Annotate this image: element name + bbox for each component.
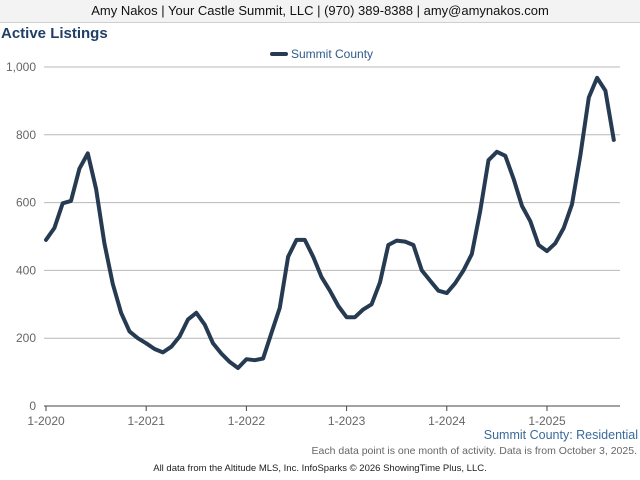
y-tick-label: 1,000	[6, 60, 36, 74]
data-point	[595, 76, 599, 80]
data-point	[562, 226, 566, 230]
data-point	[428, 279, 432, 283]
data-point	[128, 329, 132, 333]
y-tick-label: 0	[29, 399, 36, 413]
data-point	[470, 252, 474, 256]
contact-header: Amy Nakos | Your Castle Summit, LLC | (9…	[0, 0, 640, 23]
data-point	[411, 243, 415, 247]
data-point	[478, 209, 482, 213]
chart-title: Active Listings	[1, 25, 108, 42]
data-point	[587, 96, 591, 100]
data-point	[94, 187, 98, 191]
footer-credit: All data from the Altitude MLS, Inc. Inf…	[153, 463, 487, 474]
data-point	[436, 289, 440, 293]
data-point	[512, 177, 516, 181]
data-point	[303, 238, 307, 242]
data-point	[386, 243, 390, 247]
data-point	[86, 151, 90, 155]
data-point	[169, 345, 173, 349]
data-point	[153, 347, 157, 351]
data-point	[228, 360, 232, 364]
data-point	[269, 331, 273, 335]
data-point	[378, 280, 382, 284]
contact-text: Amy Nakos | Your Castle Summit, LLC | (9…	[91, 3, 549, 18]
x-tick-label: 1-2023	[328, 414, 366, 428]
data-point	[495, 150, 499, 154]
data-point	[336, 304, 340, 308]
data-point	[578, 153, 582, 157]
data-point	[61, 201, 65, 205]
data-point	[161, 350, 165, 354]
data-point	[77, 167, 81, 171]
data-point	[295, 238, 299, 242]
y-tick-label: 200	[16, 331, 36, 345]
data-point	[445, 291, 449, 295]
data-point	[462, 268, 466, 272]
data-point	[69, 199, 73, 203]
data-point	[286, 255, 290, 259]
x-tick-label: 1-2022	[228, 414, 266, 428]
data-point	[603, 89, 607, 93]
data-point	[570, 202, 574, 206]
x-tick-label: 1-2020	[27, 414, 65, 428]
data-point	[219, 352, 223, 356]
data-point	[553, 241, 557, 245]
data-point	[487, 158, 491, 162]
data-note: Each data point is one month of activity…	[311, 445, 637, 457]
data-point	[370, 302, 374, 306]
data-point	[545, 249, 549, 253]
data-point	[537, 243, 541, 247]
data-point	[453, 281, 457, 285]
chart-caption: Summit County: Residential	[483, 428, 638, 442]
x-tick-label: 1-2025	[528, 414, 566, 428]
data-point	[311, 255, 315, 259]
data-point	[52, 226, 56, 230]
data-point	[520, 204, 524, 208]
data-point	[119, 311, 123, 315]
data-point	[361, 307, 365, 311]
data-point	[503, 154, 507, 158]
data-point	[211, 341, 215, 345]
y-tick-label: 400	[16, 263, 36, 277]
data-point	[328, 289, 332, 293]
data-point	[244, 357, 248, 361]
data-point	[178, 335, 182, 339]
data-point	[253, 358, 257, 362]
y-tick-label: 800	[16, 128, 36, 142]
data-point	[528, 219, 532, 223]
data-point	[395, 239, 399, 243]
x-tick-label: 1-2024	[428, 414, 466, 428]
data-point	[194, 311, 198, 315]
data-point	[144, 341, 148, 345]
series-line-summit-county	[44, 75, 616, 370]
data-point	[261, 357, 265, 361]
data-point	[236, 366, 240, 370]
legend: Summit County	[270, 47, 373, 61]
data-point	[44, 238, 48, 242]
data-point	[186, 318, 190, 322]
data-point	[136, 336, 140, 340]
legend-label: Summit County	[291, 47, 373, 61]
series-layer	[44, 75, 616, 370]
data-point	[612, 138, 616, 142]
data-point	[278, 306, 282, 310]
y-tick-label: 600	[16, 196, 36, 210]
data-point	[353, 315, 357, 319]
data-point	[345, 315, 349, 319]
data-point	[111, 282, 115, 286]
axis-layer: 0 200 400 600 800 1,000 1-2020 1-2021 1-2022 1-20…	[6, 60, 620, 428]
x-tick-label: 1-2021	[128, 414, 166, 428]
data-point	[203, 323, 207, 327]
data-point	[102, 241, 106, 245]
data-point	[403, 240, 407, 244]
data-point	[320, 275, 324, 279]
data-point	[420, 268, 424, 272]
